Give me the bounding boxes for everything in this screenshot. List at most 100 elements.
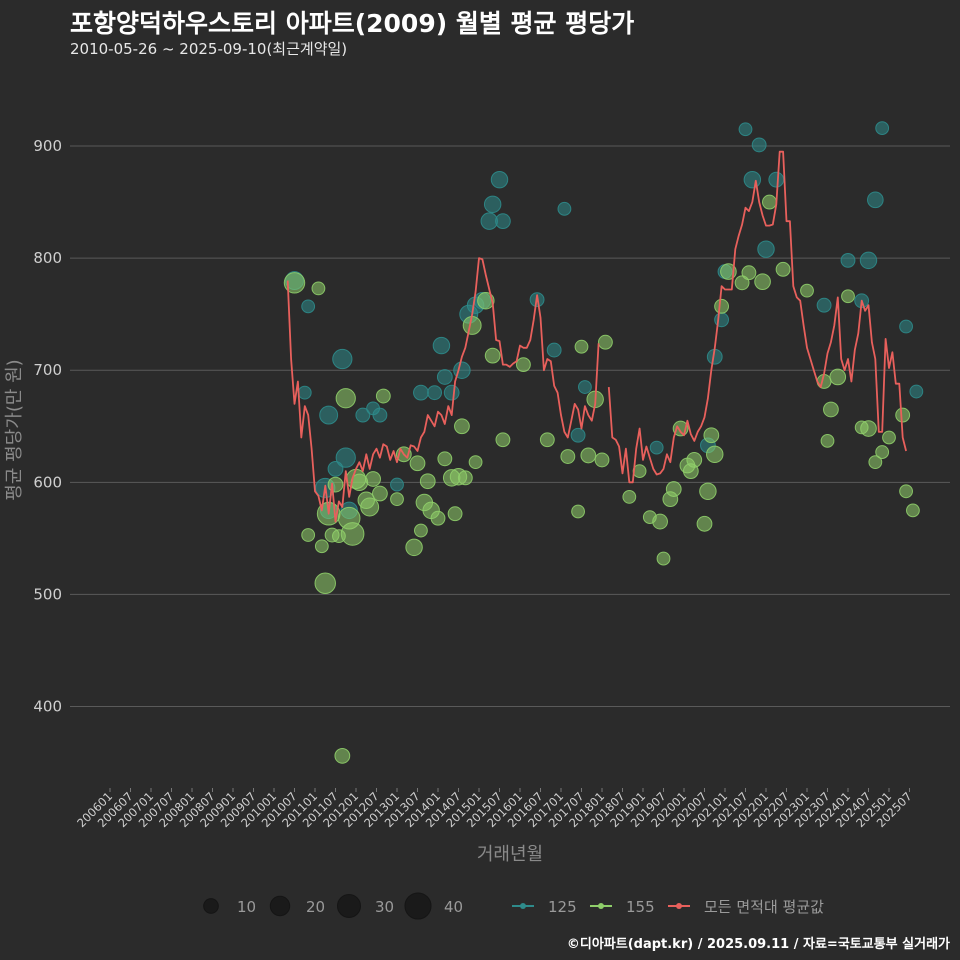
- point-155: [741, 265, 757, 281]
- y-tick-label: 900: [33, 137, 62, 155]
- size-legend-circle: [404, 892, 432, 920]
- point-155: [714, 298, 730, 314]
- point-155: [454, 418, 470, 435]
- point-155: [335, 388, 356, 409]
- point-155: [841, 289, 855, 304]
- point-155: [656, 551, 671, 566]
- size-legend-label: 10: [237, 898, 256, 916]
- point-125: [875, 121, 890, 136]
- point-125: [859, 251, 878, 270]
- point-155: [580, 447, 597, 464]
- point-155: [327, 476, 344, 493]
- point-155: [703, 427, 720, 444]
- point-125: [372, 407, 388, 423]
- point-155: [390, 492, 404, 507]
- point-125: [751, 137, 767, 153]
- point-155: [419, 473, 436, 490]
- point-155: [495, 432, 511, 448]
- point-155: [800, 283, 814, 298]
- point-155: [477, 292, 495, 310]
- point-155: [734, 275, 750, 291]
- mean-line-series: [286, 150, 907, 523]
- credit-line: ©디아파트(dapt.kr) / 2025.09.11 / 자료=국토교통부 실…: [566, 937, 950, 952]
- x-axis-label: 거래년월: [477, 844, 543, 865]
- chart-title: 포항양덕하우스토리 아파트(2009) 월별 평균 평당가: [70, 9, 635, 38]
- point-155: [447, 506, 463, 522]
- size-legend-circle: [269, 895, 291, 917]
- point-155: [560, 449, 576, 464]
- size-legend-circle: [203, 898, 219, 914]
- point-125: [578, 380, 592, 394]
- point-155: [301, 528, 316, 542]
- point-155: [437, 451, 453, 467]
- point-125: [483, 195, 502, 214]
- point-155: [775, 261, 791, 277]
- point-155: [706, 445, 724, 464]
- point-155: [652, 513, 668, 530]
- point-125: [909, 384, 924, 399]
- point-125: [427, 385, 443, 401]
- point-125: [899, 319, 913, 334]
- point-155: [360, 497, 380, 517]
- point-155: [430, 510, 446, 526]
- point-155: [571, 504, 585, 519]
- point-155: [875, 445, 890, 459]
- size-legend-label: 30: [375, 898, 394, 916]
- point-155: [314, 572, 336, 594]
- point-125: [432, 336, 451, 355]
- point-155: [405, 538, 423, 557]
- size-legend-label: 20: [306, 898, 325, 916]
- point-125: [546, 342, 562, 358]
- point-155: [882, 430, 896, 445]
- grid-lines: [70, 145, 950, 708]
- point-155: [594, 452, 610, 468]
- point-125: [738, 122, 753, 137]
- size-legend-circle: [336, 893, 362, 919]
- chart-subtitle: 2010-05-26 ~ 2025-09-10(최근계약일): [70, 40, 348, 58]
- point-125: [816, 297, 832, 313]
- point-125: [649, 440, 664, 455]
- point-125: [867, 191, 884, 209]
- point-155: [283, 272, 306, 294]
- point-155: [468, 455, 483, 470]
- point-125: [768, 171, 785, 188]
- point-155: [754, 273, 771, 291]
- y-axis-label: 평균 평당가(만 원): [4, 359, 25, 500]
- point-125: [480, 212, 498, 230]
- point-125: [557, 201, 572, 216]
- point-125: [413, 384, 429, 401]
- mean-line: [607, 150, 907, 484]
- size-legend-label: 40: [444, 898, 463, 916]
- point-125: [436, 369, 453, 385]
- mean-line: [286, 257, 600, 523]
- legend-key-dot: [598, 903, 604, 909]
- legend-label: 155: [626, 898, 655, 916]
- point-155: [334, 747, 351, 764]
- point-125: [495, 213, 511, 230]
- point-125: [332, 348, 353, 370]
- y-tick-label: 700: [33, 361, 62, 379]
- point-155: [686, 452, 703, 468]
- point-155: [457, 470, 473, 486]
- point-125: [355, 407, 371, 423]
- point-155: [365, 471, 381, 487]
- point-155: [574, 339, 589, 354]
- x-tick-labels: 2006012006072007012007072008012008072009…: [74, 788, 915, 830]
- point-155: [311, 281, 326, 296]
- point-155: [484, 347, 501, 364]
- point-125: [570, 427, 586, 443]
- y-tick-label: 800: [33, 249, 62, 267]
- point-155: [539, 432, 555, 448]
- point-155: [375, 388, 391, 404]
- point-155: [665, 481, 682, 497]
- point-125: [490, 170, 509, 189]
- y-tick-label: 600: [33, 473, 62, 491]
- point-155: [820, 433, 835, 448]
- point-155: [829, 368, 847, 386]
- point-125: [319, 405, 339, 425]
- point-155: [409, 455, 426, 472]
- point-125: [390, 477, 404, 492]
- series-155-points: [283, 194, 920, 764]
- point-155: [462, 315, 482, 335]
